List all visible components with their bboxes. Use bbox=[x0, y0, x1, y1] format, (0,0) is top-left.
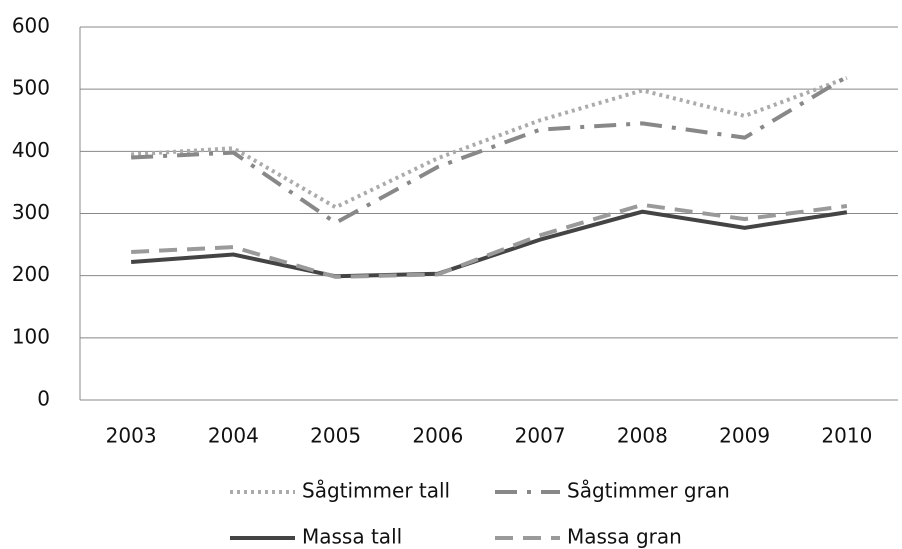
x-tick-label: 2004 bbox=[208, 424, 259, 448]
y-tick-label: 200 bbox=[12, 262, 50, 286]
x-tick-label: 2009 bbox=[719, 424, 770, 448]
x-tick-label: 2008 bbox=[617, 424, 668, 448]
x-tick-label: 2005 bbox=[310, 424, 361, 448]
y-tick-label: 600 bbox=[12, 14, 50, 38]
y-tick-label: 0 bbox=[37, 387, 50, 411]
y-tick-label: 300 bbox=[12, 200, 50, 224]
series-line bbox=[131, 76, 848, 210]
x-tick-label: 2010 bbox=[821, 424, 872, 448]
y-tick-label: 100 bbox=[12, 324, 50, 348]
x-tick-label: 2007 bbox=[515, 424, 566, 448]
legend-label: Sågtimmer tall bbox=[302, 479, 450, 503]
series-line bbox=[130, 209, 848, 279]
y-tick-label: 500 bbox=[12, 76, 50, 100]
legend-label: Massa tall bbox=[302, 525, 402, 549]
legend-label: Sågtimmer gran bbox=[567, 479, 730, 503]
x-tick-label: 2003 bbox=[106, 424, 157, 448]
x-tick-label: 2006 bbox=[412, 424, 463, 448]
series-line bbox=[131, 202, 848, 279]
y-tick-label: 400 bbox=[12, 138, 50, 162]
legend-label: Massa gran bbox=[567, 525, 682, 549]
